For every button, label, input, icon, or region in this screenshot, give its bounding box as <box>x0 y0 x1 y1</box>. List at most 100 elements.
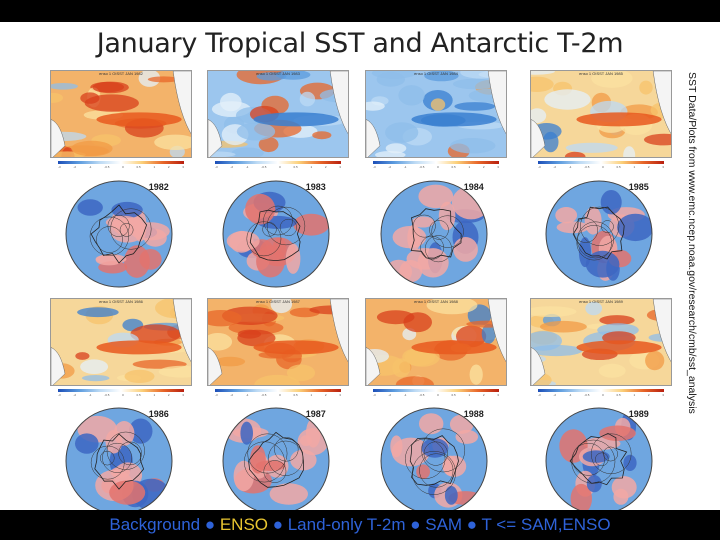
colorbar-tick-label: -2 <box>73 165 77 169</box>
colorbar <box>538 389 664 392</box>
colorbar <box>373 389 499 392</box>
sst-anomaly-map <box>530 70 672 158</box>
colorbar-tick-label: 0.5 <box>293 393 298 397</box>
sst-anomaly-map <box>365 70 507 158</box>
colorbar-tick-label: 3 <box>497 393 499 397</box>
colorbar-tick-label: -1 <box>88 393 92 397</box>
colorbar-tick-label: 0.5 <box>616 165 621 169</box>
map-header: enso 1 OISST JAN 1986 <box>99 299 143 304</box>
map-header: enso 1 OISST JAN 1988 <box>414 299 458 304</box>
sst-anomaly-map <box>365 298 507 386</box>
sst-anomaly-map <box>207 298 349 386</box>
antarctic-t2m-map <box>545 407 653 510</box>
colorbar-tick-label: -2 <box>73 393 77 397</box>
sst-panel: enso 1 OISST JAN 1986 -3 -2 -1 -0.5 0 0.5 1 2 3 <box>50 298 192 400</box>
year-label: 1986 <box>148 409 169 419</box>
colorbar-tick-label: 2 <box>482 393 485 397</box>
sst-panel: enso 1 OISST JAN 1987 -3 -2 -1 -0.5 0 0.5 1 2 3 <box>207 298 349 400</box>
year-label: 1982 <box>148 182 169 192</box>
year-label: 1987 <box>305 409 326 419</box>
year-label: 1985 <box>628 182 649 192</box>
sst-anomaly-map <box>207 70 349 158</box>
colorbar-ticks: -3 -2 -1 -0.5 0 0.5 1 2 3 <box>373 165 499 169</box>
colorbar-tick-label: -1 <box>245 393 249 397</box>
year-label: 1988 <box>463 409 484 419</box>
colorbar-tick-label: 0.5 <box>451 165 456 169</box>
colorbar-tick-label: -3 <box>373 165 376 169</box>
colorbar-tick-label: -2 <box>230 165 234 169</box>
colorbar-ticks: -3 -2 -1 -0.5 0 0.5 1 2 3 <box>538 393 664 397</box>
antarctic-t2m-map <box>545 180 653 288</box>
colorbar-tick-label: -0.5 <box>419 165 425 169</box>
colorbar-tick-label: -3 <box>215 165 218 169</box>
colorbar-tick-label: -2 <box>553 393 557 397</box>
sst-panel: enso 1 OISST JAN 1983 -3 -2 -1 -0.5 0 0.5 1 2 3 <box>207 70 349 172</box>
colorbar-tick-label: 3 <box>339 393 341 397</box>
colorbar-tick-label: -0.5 <box>419 393 425 397</box>
colorbar-tick-label: 3 <box>662 393 664 397</box>
sst-panel: enso 1 OISST JAN 1982 -3 -2 -1 -0.5 0 0.5 1 2 3 <box>50 70 192 172</box>
sst-anomaly-map <box>50 70 192 158</box>
footer-highlight-enso: ENSO <box>219 515 269 534</box>
antarctic-t2m-map <box>65 180 173 288</box>
colorbar-tick-label: -0.5 <box>104 393 110 397</box>
colorbar-tick-label: -2 <box>230 393 234 397</box>
colorbar-tick-label: -3 <box>373 393 376 397</box>
colorbar-tick-label: 2 <box>482 165 485 169</box>
antarctic-t2m-map <box>222 180 330 288</box>
antarctic-t2m-map <box>380 407 488 510</box>
colorbar-tick-label: -3 <box>215 393 218 397</box>
colorbar-tick-label: 0.5 <box>136 165 141 169</box>
colorbar-tick-label: 0.5 <box>451 393 456 397</box>
colorbar-tick-label: -3 <box>538 393 541 397</box>
colorbar-tick-label: 1 <box>310 165 313 169</box>
colorbar-tick-label: -0.5 <box>261 393 267 397</box>
colorbar-tick-label: 2 <box>167 393 170 397</box>
colorbar-tick-label: 2 <box>324 165 327 169</box>
colorbar-tick-label: 1 <box>153 165 156 169</box>
colorbar-tick-label: -1 <box>88 165 92 169</box>
colorbar-tick-label: -1 <box>568 165 572 169</box>
colorbar-tick-label: 2 <box>167 165 170 169</box>
colorbar <box>373 161 499 164</box>
colorbar-tick-label: 0 <box>437 393 439 397</box>
map-header: enso 1 OISST JAN 1982 <box>99 71 143 76</box>
colorbar <box>538 161 664 164</box>
colorbar-tick-label: 3 <box>497 165 499 169</box>
colorbar-tick-label: 1 <box>310 393 313 397</box>
colorbar-tick-label: -0.5 <box>261 165 267 169</box>
colorbar-tick-label: 3 <box>662 165 664 169</box>
antarctic-t2m-map <box>65 407 173 510</box>
antarctic-t2m-map <box>380 180 488 288</box>
colorbar-tick-label: -2 <box>553 165 557 169</box>
colorbar-tick-label: 1 <box>633 393 636 397</box>
colorbar-tick-label: 0 <box>602 165 604 169</box>
colorbar <box>215 161 341 164</box>
colorbar-tick-label: 0.5 <box>293 165 298 169</box>
colorbar-tick-label: 0 <box>602 393 604 397</box>
colorbar-ticks: -3 -2 -1 -0.5 0 0.5 1 2 3 <box>58 393 184 397</box>
colorbar-tick-label: -3 <box>58 393 61 397</box>
colorbar-tick-label: -1 <box>245 165 249 169</box>
colorbar-tick-label: 1 <box>468 393 471 397</box>
sst-anomaly-map <box>50 298 192 386</box>
slide-title: January Tropical SST and Antarctic T-2m <box>96 28 624 59</box>
colorbar-tick-label: 0.5 <box>136 393 141 397</box>
sst-panel: enso 1 OISST JAN 1989 -3 -2 -1 -0.5 0 0.5 1 2 3 <box>530 298 672 400</box>
sst-panel: enso 1 OISST JAN 1985 -3 -2 -1 -0.5 0 0.5 1 2 3 <box>530 70 672 172</box>
colorbar-tick-label: 1 <box>153 393 156 397</box>
year-label: 1989 <box>628 409 649 419</box>
colorbar-tick-label: -2 <box>388 393 392 397</box>
footer-text-start: Background ● <box>109 515 220 534</box>
colorbar-tick-label: 0 <box>279 393 281 397</box>
colorbar-tick-label: -2 <box>388 165 392 169</box>
colorbar-tick-label: 3 <box>182 393 184 397</box>
colorbar-tick-label: -3 <box>538 165 541 169</box>
footer-bar: Background ● ENSO ● Land-only T-2m ● SAM… <box>0 510 720 540</box>
antarctic-t2m-map <box>222 407 330 510</box>
colorbar <box>58 161 184 164</box>
map-header: enso 1 OISST JAN 1984 <box>414 71 458 76</box>
colorbar-ticks: -3 -2 -1 -0.5 0 0.5 1 2 3 <box>215 393 341 397</box>
sst-panel: enso 1 OISST JAN 1988 -3 -2 -1 -0.5 0 0.5 1 2 3 <box>365 298 507 400</box>
colorbar-tick-label: -0.5 <box>584 393 590 397</box>
